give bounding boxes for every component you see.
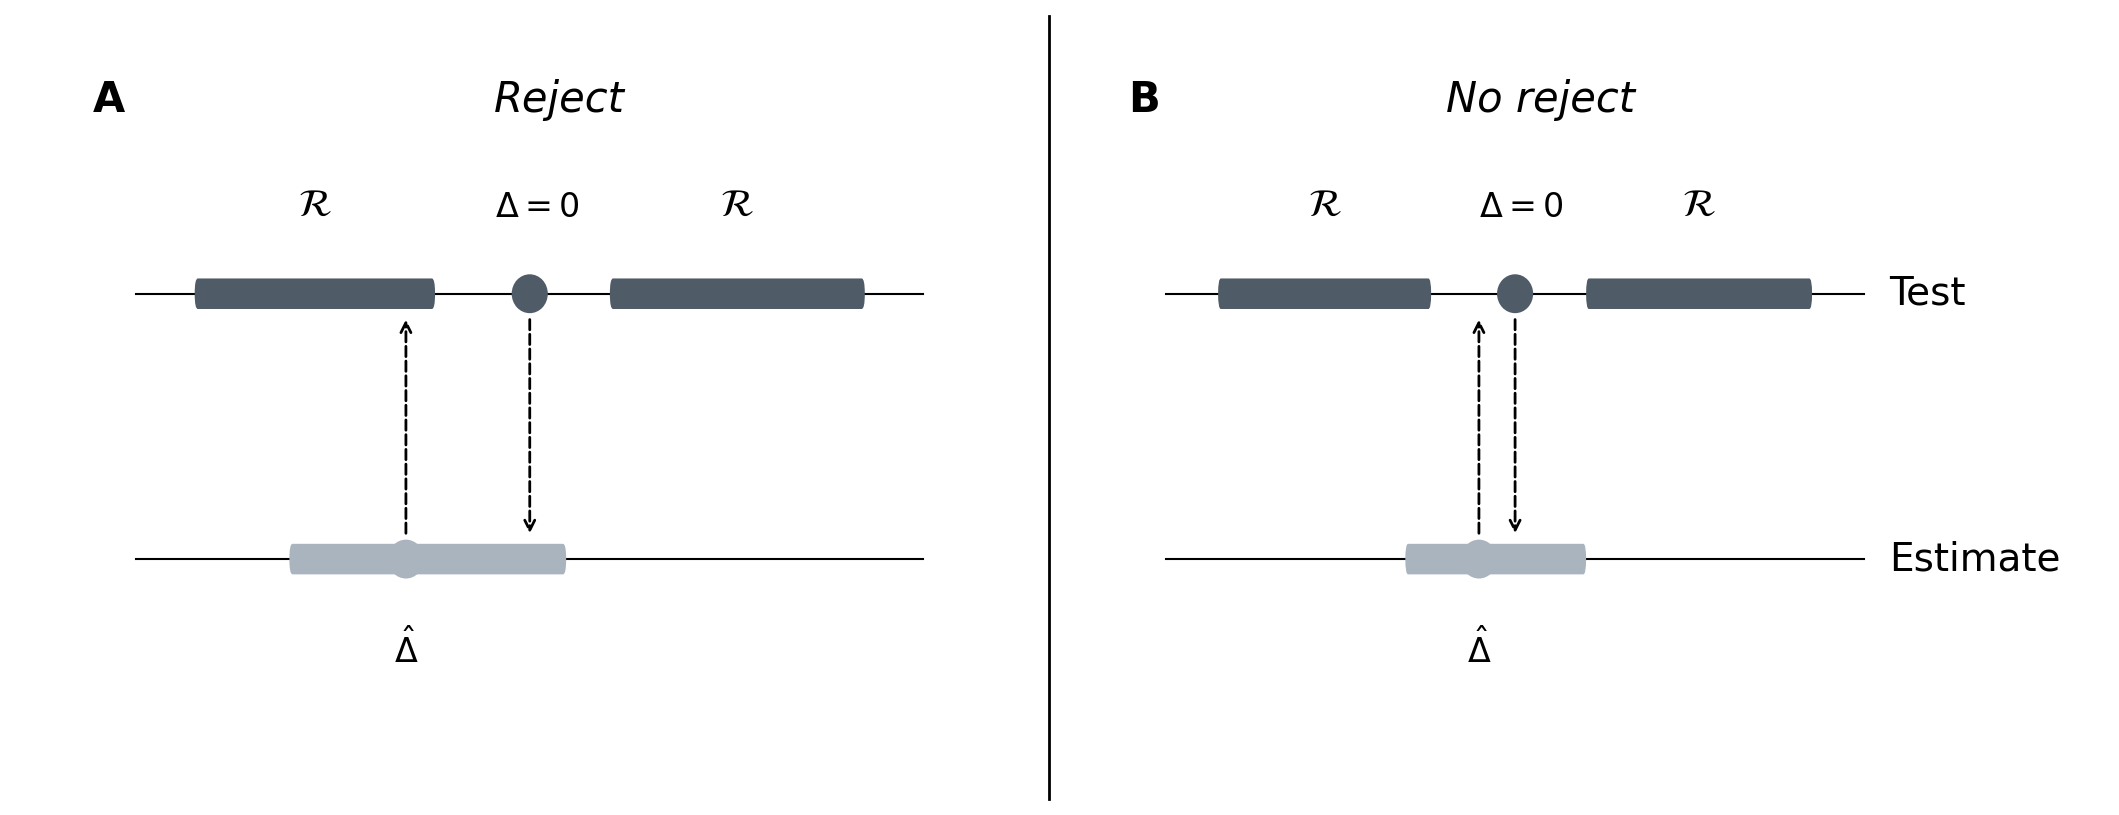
- FancyBboxPatch shape: [1218, 279, 1430, 309]
- Text: $\mathcal{R}$: $\mathcal{R}$: [720, 186, 754, 224]
- Ellipse shape: [511, 275, 549, 313]
- FancyBboxPatch shape: [1587, 279, 1812, 309]
- Text: $\mathcal{R}$: $\mathcal{R}$: [1307, 186, 1341, 224]
- Text: $\hat{\Delta}$: $\hat{\Delta}$: [1466, 628, 1492, 670]
- Text: $\Delta = 0$: $\Delta = 0$: [494, 191, 578, 224]
- Text: A: A: [93, 78, 125, 121]
- FancyBboxPatch shape: [1405, 544, 1587, 575]
- Ellipse shape: [1496, 275, 1534, 313]
- Text: $\Delta = 0$: $\Delta = 0$: [1479, 191, 1564, 224]
- Text: Test: Test: [1890, 275, 1966, 313]
- Text: Estimate: Estimate: [1890, 540, 2062, 578]
- Text: $\mathcal{R}$: $\mathcal{R}$: [1682, 186, 1716, 224]
- FancyBboxPatch shape: [610, 279, 865, 309]
- Text: B: B: [1127, 78, 1159, 121]
- Ellipse shape: [1460, 540, 1496, 579]
- FancyBboxPatch shape: [195, 279, 434, 309]
- FancyBboxPatch shape: [290, 544, 566, 575]
- Text: $\hat{\Delta}$: $\hat{\Delta}$: [394, 628, 417, 670]
- Text: $\mathcal{R}$: $\mathcal{R}$: [299, 186, 333, 224]
- Ellipse shape: [388, 540, 424, 579]
- Text: No reject: No reject: [1447, 78, 1636, 121]
- Text: Reject: Reject: [494, 78, 625, 121]
